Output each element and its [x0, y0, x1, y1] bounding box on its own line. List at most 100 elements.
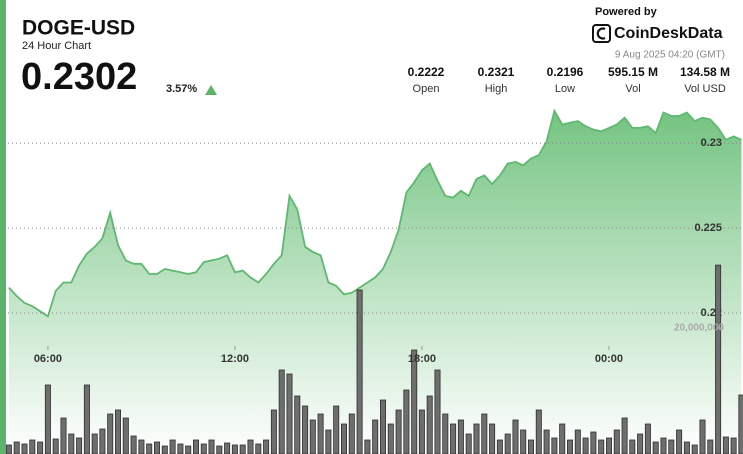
price-area	[8, 110, 742, 454]
volume-bar	[473, 423, 480, 454]
volume-bar	[434, 369, 441, 454]
volume-bar	[302, 405, 309, 454]
volume-bar	[629, 439, 636, 454]
stat-value: 0.2196	[547, 65, 584, 79]
volume-bar	[590, 431, 597, 454]
volume-bar	[535, 409, 542, 454]
volume-bar	[356, 289, 363, 454]
y2-tick-label: 20,000,000	[674, 323, 724, 334]
volume-bar	[270, 409, 277, 454]
volume-bar	[107, 413, 114, 454]
volume-bar	[504, 433, 511, 454]
stat-label: Vol USD	[684, 83, 726, 95]
volume-bar	[231, 444, 238, 454]
price: 0.2302	[21, 56, 137, 98]
volume-bar	[481, 413, 488, 454]
up-arrow	[205, 85, 217, 95]
volume-bar	[520, 429, 527, 454]
volume-bar	[621, 417, 628, 454]
volume-bar	[598, 439, 605, 454]
volume-bar	[637, 433, 644, 454]
volume-bar	[457, 419, 464, 454]
volume-bar	[44, 384, 51, 454]
brand-icon-c	[596, 27, 606, 40]
volume-bar	[309, 419, 316, 454]
volume-bar	[5, 444, 12, 454]
brand-icon	[592, 24, 611, 43]
volume-bar	[146, 443, 153, 454]
volume-bar	[543, 429, 550, 454]
volume-bar	[294, 395, 301, 454]
x-tick-label: 00:00	[595, 353, 623, 365]
stat-label: Vol	[625, 83, 640, 95]
title: DOGE-USD	[22, 17, 135, 40]
volume-bar	[652, 441, 659, 454]
volume-bar	[317, 413, 324, 454]
volume-bar	[691, 444, 698, 454]
volume-bar	[613, 429, 620, 454]
volume-bar	[722, 436, 729, 454]
y-tick-label: 0.225	[694, 222, 722, 234]
volume-bar	[465, 433, 472, 454]
stat-value: 0.2222	[408, 65, 445, 79]
volume-bar	[403, 389, 410, 454]
volume-bar	[68, 433, 75, 454]
volume-bar	[730, 437, 737, 454]
volume-bar	[333, 405, 340, 454]
volume-bar	[707, 439, 714, 454]
x-tick-label: 06:00	[34, 353, 62, 365]
stat-label: High	[485, 83, 508, 95]
accent-bar	[0, 0, 6, 454]
y-tick-label: 0.23	[701, 137, 722, 149]
volume-bar	[551, 437, 558, 454]
volume-bar	[442, 413, 449, 454]
timestamp: 9 Aug 2025 04:20 (GMT)	[615, 50, 725, 61]
volume-bar	[115, 409, 122, 454]
subtitle: 24 Hour Chart	[22, 40, 91, 52]
stat-label: Open	[413, 83, 440, 95]
brand: CoinDeskData	[614, 25, 723, 42]
volume-bar	[699, 419, 706, 454]
x-tick-label: 12:00	[221, 353, 249, 365]
volume-bar	[395, 409, 402, 454]
change: 3.57%	[166, 83, 197, 95]
volume-bar	[247, 439, 254, 454]
volume-bar	[559, 423, 566, 454]
volume-bar	[224, 442, 231, 454]
stat-label: Low	[555, 83, 575, 95]
volume-bar	[239, 444, 246, 454]
volume-bar	[528, 439, 535, 454]
stat-value: 595.15 M	[608, 65, 658, 79]
volume-bar	[418, 409, 425, 454]
volume-bar	[60, 417, 67, 454]
volume-bar	[216, 445, 223, 454]
volume-bar	[606, 437, 613, 454]
volume-bar	[37, 441, 44, 454]
stats: 0.2222 Open 0.2321 High 0.2196 Low 595.15 M Vol…	[408, 65, 730, 95]
volume-bar	[263, 439, 270, 454]
volume-bar	[372, 419, 379, 454]
volume-bar	[387, 423, 394, 454]
volume-bar	[668, 439, 675, 454]
volume-bar	[660, 437, 667, 454]
volume-bar	[738, 394, 743, 454]
volume-bar	[582, 437, 589, 454]
volume-bar	[153, 441, 160, 454]
volume-bar	[130, 435, 137, 454]
volume-bar	[208, 439, 215, 454]
volume-bar	[52, 438, 59, 454]
volume-bar	[489, 423, 496, 454]
volume-bar	[177, 443, 184, 454]
volume-bar	[99, 428, 106, 454]
volume-bar	[255, 443, 262, 454]
volume-bar	[340, 423, 347, 454]
volume-bar	[574, 429, 581, 454]
powered-by: Powered by	[595, 6, 658, 18]
volume-bar	[379, 399, 386, 454]
price-line	[8, 108, 742, 318]
volume-bar	[512, 419, 519, 454]
volume-bar	[91, 433, 98, 454]
